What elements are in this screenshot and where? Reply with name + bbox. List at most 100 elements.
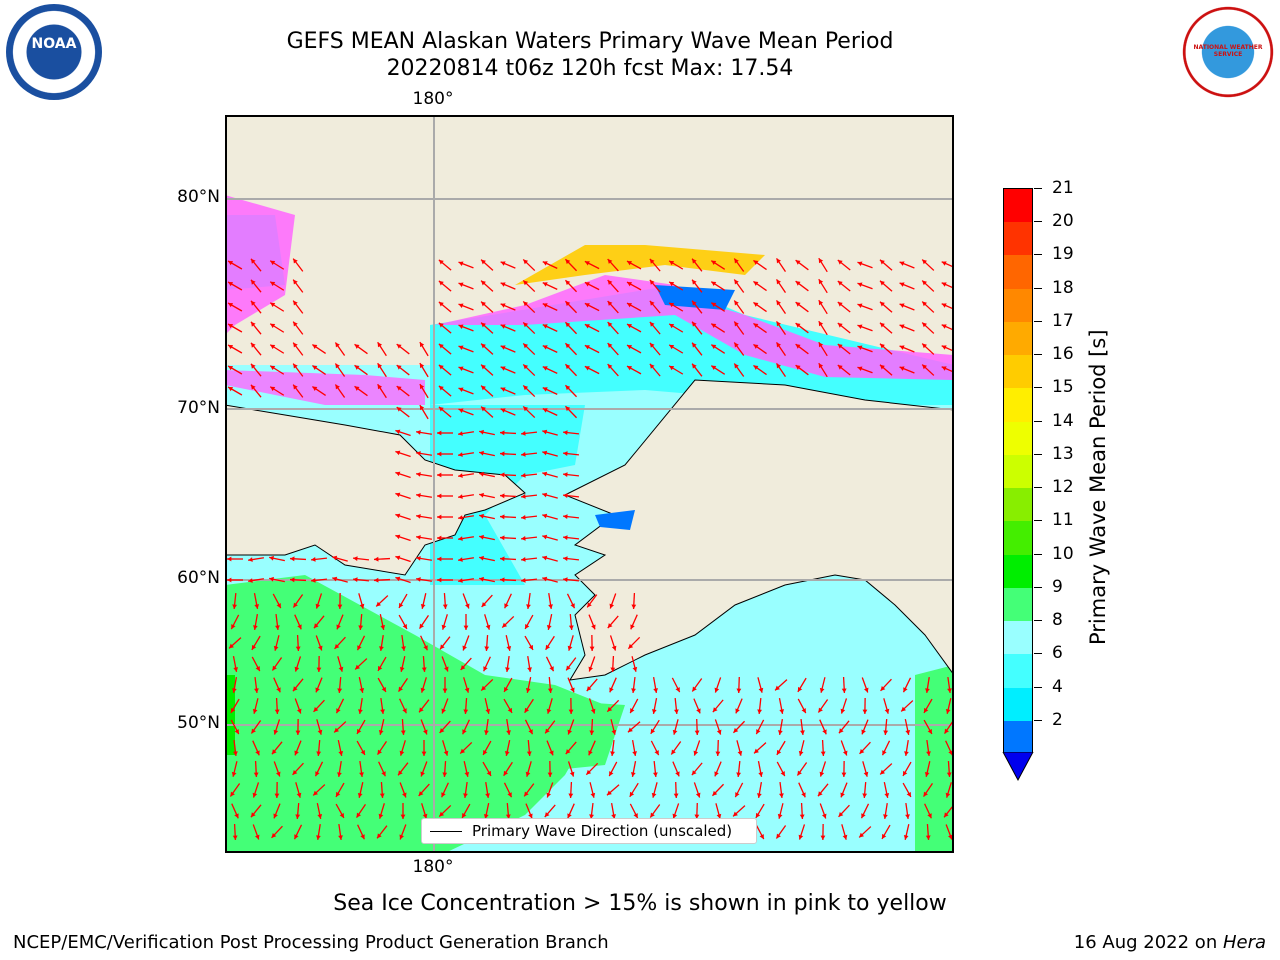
wave-arrow-head	[296, 708, 302, 714]
sea-ice-note: Sea Ice Concentration > 15% is shown in …	[333, 891, 947, 916]
wave-arrow-head	[627, 324, 633, 329]
wave-arrow-head	[627, 366, 633, 371]
wave-arrow-head	[334, 644, 340, 649]
wave-arrow-head	[837, 343, 843, 349]
wave-arrow-head	[776, 342, 781, 348]
wave-arrow-head	[587, 602, 592, 608]
wave-arrow-head	[295, 814, 301, 819]
wave-arrow-head	[801, 708, 806, 714]
wave-arrow-head	[399, 666, 405, 672]
wave-arrow-head	[481, 364, 486, 370]
wave-arrow-head	[442, 688, 448, 693]
wave-arrow-head	[458, 578, 463, 583]
wave-arrow-head	[437, 535, 442, 541]
wave-arrow-head	[484, 646, 490, 651]
wave-arrow-head	[819, 771, 825, 777]
wave-arrow-head	[927, 728, 932, 734]
wave-arrow-head	[312, 386, 318, 391]
wave-arrow-head	[273, 813, 278, 819]
wave-arrow-head	[584, 261, 590, 266]
wave-arrow-head	[276, 687, 281, 693]
wave-arrow-head	[504, 751, 510, 756]
wave-arrow-head	[777, 813, 783, 819]
wave-arrow-head	[607, 623, 613, 629]
wave-arrow-head	[945, 792, 951, 798]
colorbar-tick-label: 6	[1052, 643, 1063, 664]
wave-arrow-head	[500, 366, 506, 371]
wave-arrow-head	[607, 280, 613, 285]
colorbar-tick	[1034, 487, 1042, 489]
wave-arrow-head	[528, 813, 533, 819]
wave-arrow-head	[542, 387, 548, 392]
wave-arrow-head	[922, 343, 927, 349]
wave-arrow-head	[231, 771, 237, 777]
wave-arrow-head	[234, 813, 239, 819]
wave-arrow-head	[627, 345, 633, 350]
wave-arrow-head	[711, 365, 717, 371]
wave-arrow-head	[316, 835, 321, 840]
wave-arrow-head	[395, 576, 401, 582]
wave-arrow-head	[610, 751, 615, 756]
wave-arrow-head	[691, 770, 697, 776]
wave-arrow-head	[227, 556, 232, 562]
wave-arrow-head	[360, 834, 365, 840]
wave-arrow-head	[444, 666, 449, 672]
wave-arrow-head	[841, 688, 847, 693]
wave-arrow-head	[941, 345, 947, 350]
wave-arrow-head	[607, 301, 613, 306]
colorbar-segment	[1004, 388, 1032, 423]
wave-arrow-head	[311, 556, 316, 562]
wave-arrow-head	[483, 814, 489, 819]
wave-arrow-head	[250, 300, 256, 306]
wave-arrow-head	[248, 578, 253, 583]
wave-arrow-head	[500, 451, 505, 457]
wave-arrow-head	[795, 260, 801, 265]
wave-arrow-head	[692, 279, 697, 285]
colorbar-tick	[1034, 320, 1042, 322]
wave-arrow-head	[523, 322, 529, 328]
footer-right: 16 Aug 2022 on Hera	[1074, 932, 1266, 953]
wave-arrow-head	[399, 750, 405, 756]
wave-arrow-head	[548, 604, 553, 609]
wave-arrow-head	[336, 791, 341, 797]
wave-arrow-head	[500, 493, 505, 499]
wave-arrow-head	[565, 343, 571, 349]
wave-arrow-head	[629, 791, 635, 797]
wave-arrow-head	[270, 344, 276, 350]
wave-arrow-head	[234, 729, 239, 735]
wave-arrow-head	[922, 301, 927, 307]
wave-arrow-head	[354, 386, 360, 391]
wave-arrow-head	[925, 835, 931, 840]
wave-arrow-head	[521, 430, 526, 436]
footer-host: Hera	[1222, 932, 1266, 953]
wave-arrow-head	[547, 688, 553, 693]
wave-arrow-head	[402, 708, 407, 714]
wave-arrow-head	[296, 792, 302, 798]
colorbar-segment	[1004, 421, 1032, 456]
wave-arrow-head	[251, 728, 256, 734]
wave-arrow-head	[565, 406, 571, 412]
lat-label-70: 70°N	[177, 398, 220, 418]
wave-arrow-head	[250, 342, 256, 348]
wave-arrow-head	[819, 687, 825, 693]
wave-arrow-head	[545, 728, 550, 734]
wave-arrow-head	[542, 429, 548, 435]
wave-arrow-head	[374, 577, 379, 583]
wave-arrow-head	[822, 729, 827, 735]
wave-arrow-head	[840, 792, 845, 798]
wave-arrow-head	[313, 707, 319, 712]
colorbar-tick-label: 13	[1052, 443, 1074, 464]
wave-arrow-head	[776, 749, 782, 755]
wave-arrow-head	[523, 406, 529, 412]
wave-arrow-head	[879, 343, 885, 349]
wave-arrow-head	[944, 728, 949, 734]
wave-arrow-head	[250, 258, 256, 264]
colorbar-segment	[1004, 189, 1032, 223]
wave-arrow-head	[899, 282, 905, 287]
wave-arrow-head	[779, 793, 784, 798]
wave-arrow-head	[542, 471, 548, 477]
wave-arrow-head	[711, 302, 717, 308]
wave-arrow-head	[416, 577, 421, 582]
wave-arrow-head	[421, 751, 427, 756]
map-legend: Primary Wave Direction (unscaled)	[421, 818, 757, 844]
